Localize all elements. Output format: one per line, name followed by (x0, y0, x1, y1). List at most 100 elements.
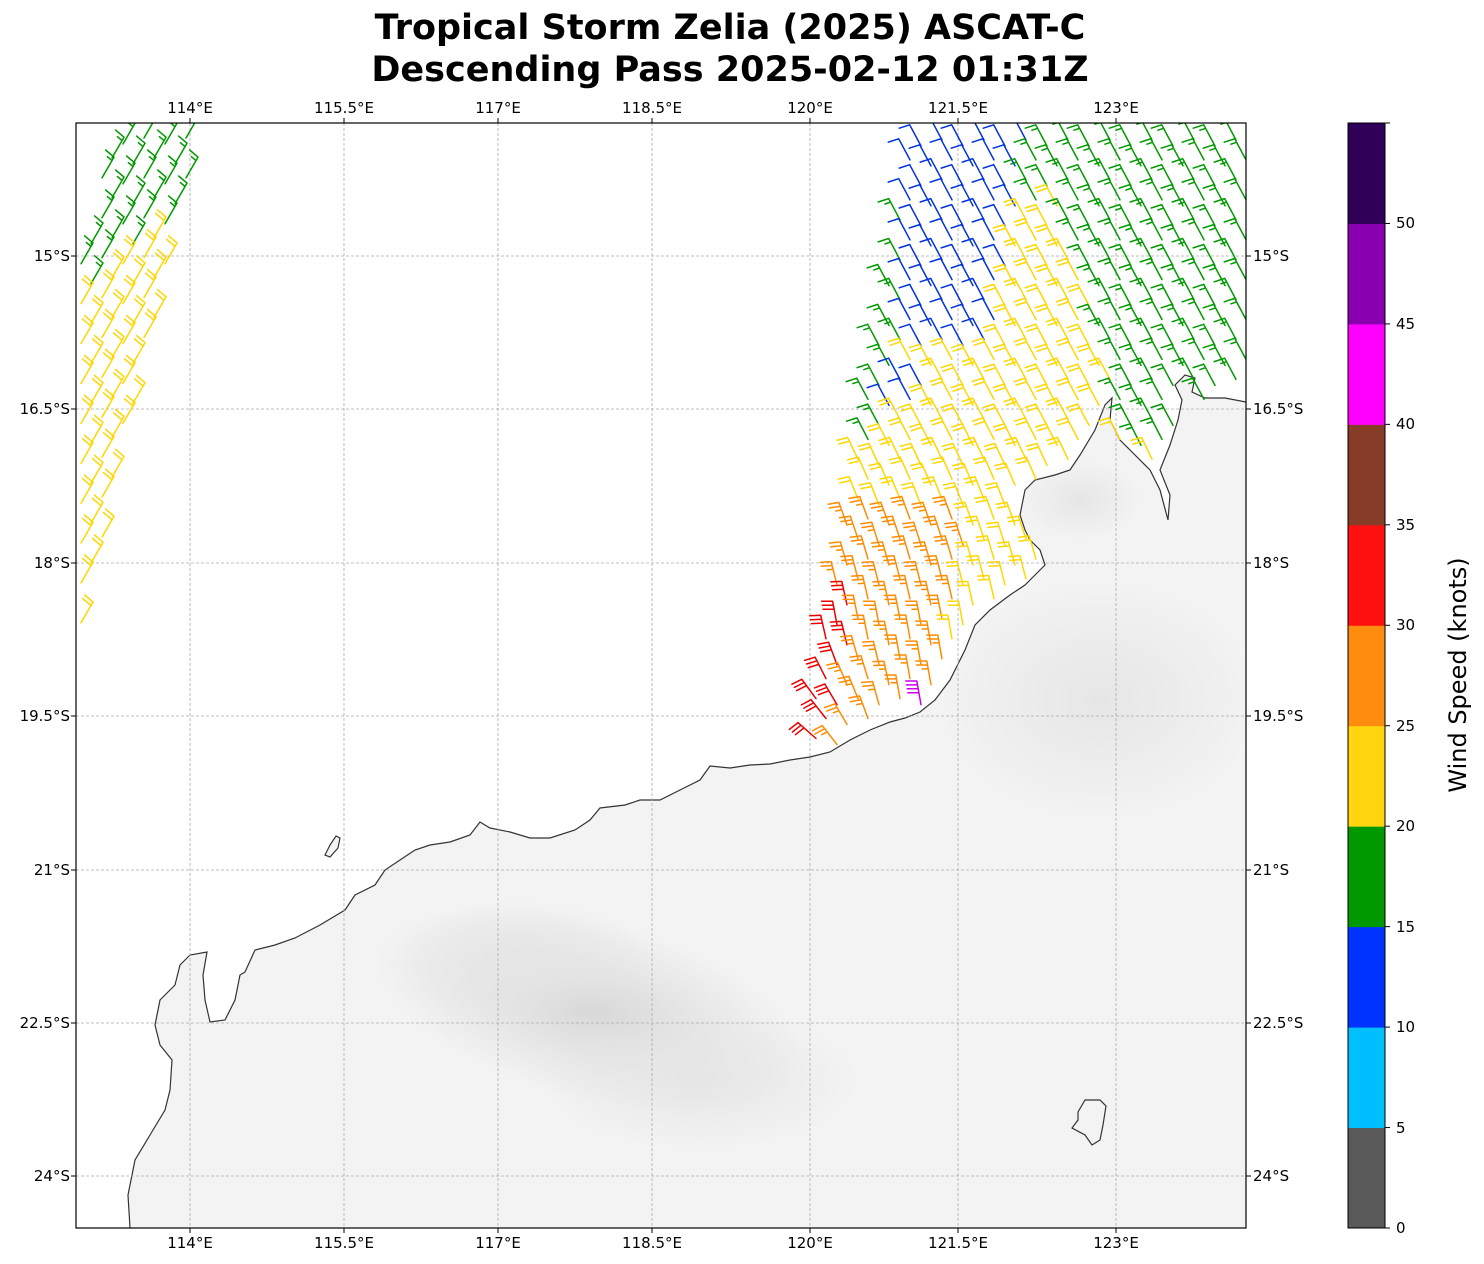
wind-barb-green (111, 209, 125, 239)
colorbar-segment (1348, 323, 1385, 425)
wind-barb-green (1097, 177, 1121, 201)
wind-barb-red (808, 614, 827, 640)
lon-label-bottom: 114°E (167, 1234, 213, 1252)
wind-barb-blue (961, 157, 985, 181)
wind-barb-yellow (919, 357, 943, 381)
wind-barb-orange (934, 574, 953, 600)
wind-barb-yellow (900, 482, 922, 506)
wind-barb-green (1076, 183, 1100, 207)
wind-barb-red (820, 600, 838, 626)
wind-barb-green (1118, 223, 1142, 247)
wind-barb-green (1108, 363, 1132, 387)
wind-barb-yellow (80, 554, 94, 584)
lon-label-bottom: 123°E (1093, 1234, 1139, 1252)
wind-barb-yellow (1003, 397, 1027, 421)
wind-barb-green (1150, 283, 1174, 307)
wind-barb-yellow (1034, 343, 1058, 367)
lat-label-left: 19.5°S (19, 707, 70, 725)
wind-barb-yellow (887, 417, 911, 441)
wind-barb-yellow (908, 383, 932, 407)
wind-barb-green (1013, 138, 1037, 161)
colorbar-tick-label: 45 (1396, 314, 1416, 333)
wind-barb-yellow (950, 383, 974, 407)
wind-barb-yellow (122, 314, 136, 345)
wind-barb-yellow (946, 600, 964, 626)
land-shading (376, 460, 1246, 1150)
wind-barb-green (1066, 203, 1090, 227)
wind-barb-yellow (80, 394, 94, 425)
wind-barb-orange (894, 614, 911, 640)
wind-barb-green (1129, 397, 1153, 421)
wind-barb-yellow (143, 229, 157, 259)
wind-barb-green (1160, 263, 1184, 287)
lon-label-top: 117°E (475, 99, 521, 117)
wind-barb-yellow (153, 288, 167, 319)
wind-barb-orange (915, 620, 932, 646)
wind-barbs (80, 123, 1246, 746)
wind-barb-blue (950, 303, 974, 327)
wind-barb-green (1045, 157, 1069, 181)
wind-barb-green (1181, 377, 1205, 401)
wind-barb-yellow (1066, 363, 1090, 387)
wind-barb-yellow (961, 357, 985, 381)
wind-barb-yellow (1013, 337, 1037, 361)
lat-label-left: 21°S (33, 861, 70, 879)
title-line-1: Tropical Storm Zelia (2025) ASCAT-C (374, 8, 1086, 48)
wind-barb-yellow (898, 403, 922, 427)
wind-barb-yellow (996, 541, 1016, 566)
wind-barb-yellow (971, 377, 995, 401)
wind-barb-yellow (111, 328, 125, 359)
wind-barb-orange (932, 495, 953, 520)
wind-barb-orange (860, 521, 880, 546)
wind-barb-yellow (921, 476, 943, 500)
wind-barb-yellow (90, 294, 104, 325)
wind-barb-green (1118, 144, 1142, 167)
wind-barb-green (1150, 403, 1174, 427)
wind-barb-blue (971, 297, 995, 321)
wind-barb-orange (848, 695, 869, 720)
wind-barb-red (800, 698, 827, 720)
wind-barb-yellow (1017, 535, 1037, 560)
wind-barb-yellow (1066, 403, 1090, 427)
wind-barb-green (1129, 197, 1153, 221)
wind-barb-green (1003, 157, 1027, 181)
wind-barb-green (1129, 357, 1153, 381)
colorbar-tick-label: 15 (1396, 917, 1416, 936)
wind-barb-yellow (974, 495, 995, 520)
wind-barb-yellow (101, 428, 115, 458)
wind-barb-green (1097, 337, 1121, 361)
wind-barb-yellow (101, 348, 115, 379)
wind-barb-blue (908, 223, 932, 247)
wind-barb-blue (974, 123, 985, 141)
wind-barb-yellow (1013, 377, 1037, 401)
wind-barb-orange (905, 640, 922, 666)
colorbar-tick-label: 10 (1396, 1018, 1416, 1037)
wind-barb-green (845, 417, 869, 441)
wind-barb-yellow (975, 535, 995, 560)
wind-barb-red (830, 580, 848, 606)
wind-barb-yellow (80, 474, 94, 504)
wind-barb-green (877, 317, 901, 341)
wind-barb-green (1139, 138, 1163, 161)
wind-barb-yellow (992, 303, 1016, 327)
wind-barb-yellow (101, 268, 115, 299)
lat-label-left: 15°S (33, 247, 70, 265)
wind-barb-yellow (950, 343, 974, 367)
wind-barb-blue (908, 183, 932, 207)
wind-barb-green (1181, 177, 1205, 201)
colorbar-segment (1348, 524, 1385, 626)
wind-barb-red (817, 641, 838, 666)
wind-barb-yellow (1025, 442, 1048, 466)
lon-label-bottom: 118.5°E (622, 1234, 682, 1252)
wind-barb-blue (887, 217, 911, 241)
wind-barb-orange (819, 560, 838, 586)
wind-barb-orange (827, 501, 848, 526)
wind-barb-green (1202, 183, 1226, 207)
wind-barb-green (1202, 223, 1226, 247)
wind-barb-orange (872, 660, 890, 686)
wind-barb-green (1223, 177, 1246, 201)
colorbar-segment (1348, 1127, 1385, 1229)
wind-barb-green (111, 169, 125, 199)
wind-barb-green (845, 377, 869, 401)
lat-label-left: 24°S (33, 1167, 70, 1185)
